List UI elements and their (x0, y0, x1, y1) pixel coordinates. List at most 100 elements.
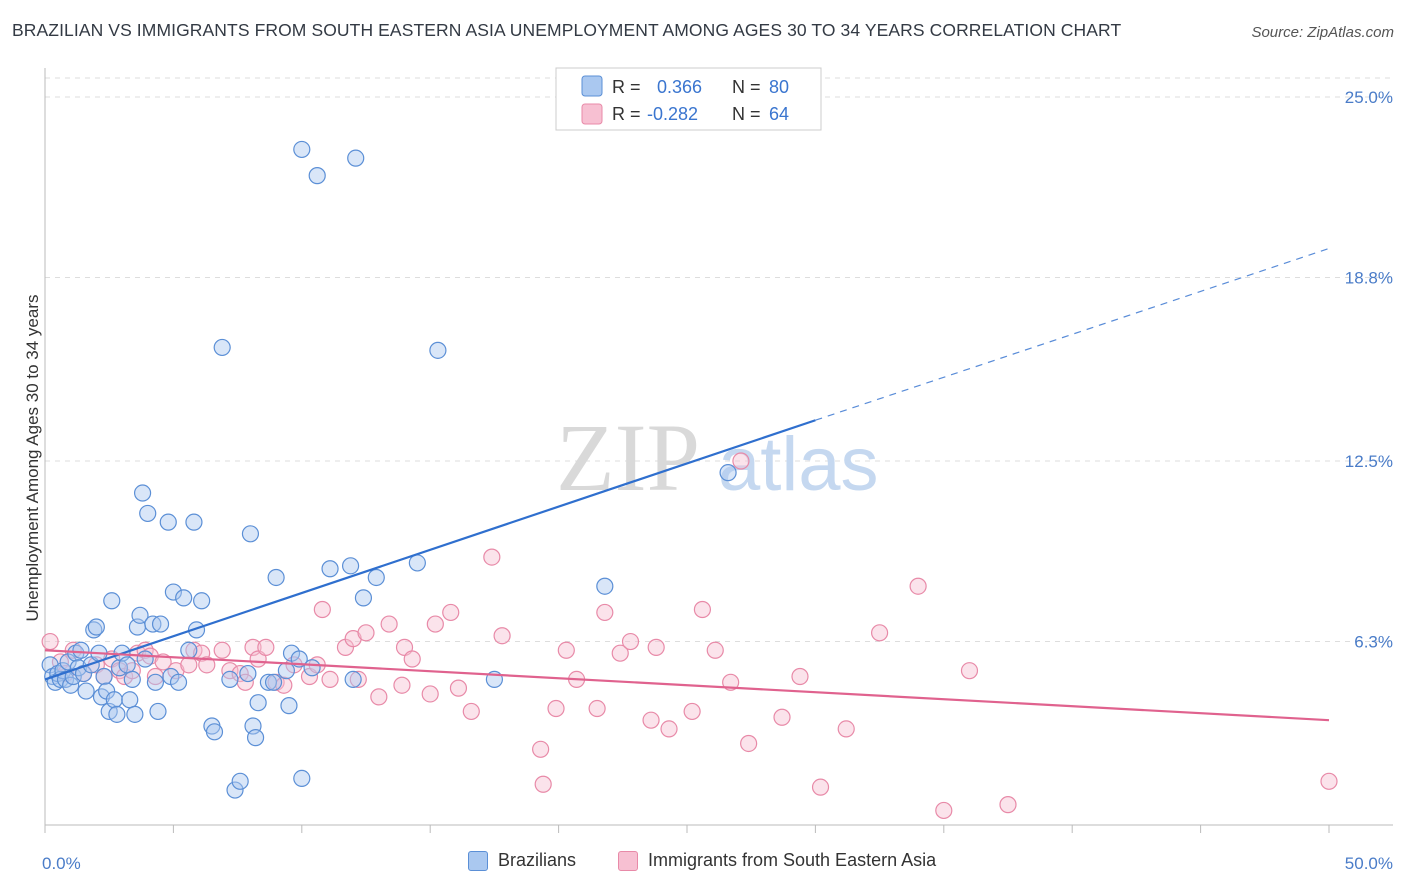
data-point-brazilians (146, 673, 165, 691)
x-tick-label: 50.0% (1345, 854, 1393, 873)
trend-line-immigrants (44, 649, 1330, 722)
data-point-brazilians (108, 705, 126, 723)
data-point-immigrants (596, 603, 614, 622)
data-point-brazilians (133, 484, 152, 502)
data-point-immigrants (811, 778, 830, 796)
data-point-brazilians (164, 583, 182, 601)
data-point-immigrants (870, 624, 889, 642)
chart-title: BRAZILIAN VS IMMIGRANTS FROM SOUTH EASTE… (12, 20, 1122, 40)
legend-swatch-immigrants (581, 103, 603, 125)
legend-label-brazilians: Brazilians (498, 850, 577, 870)
data-point-brazilians (221, 670, 239, 689)
data-point-immigrants (999, 796, 1017, 814)
watermark: ZIP atlas (556, 404, 879, 511)
trend-line-brazilians (44, 419, 816, 681)
data-point-immigrants (547, 699, 565, 718)
data-point-brazilians (231, 772, 249, 790)
data-point-brazilians (246, 729, 265, 747)
data-point-immigrants (213, 641, 231, 659)
data-point-brazilians (341, 557, 360, 575)
data-point-brazilians (293, 140, 311, 159)
axes (44, 68, 1393, 833)
data-point-immigrants (706, 641, 724, 659)
data-point-immigrants (773, 708, 791, 726)
data-point-immigrants (349, 670, 367, 689)
data-point-immigrants (380, 615, 398, 633)
data-point-brazilians (159, 513, 177, 531)
data-point-immigrants (1320, 772, 1338, 790)
trend-lines (44, 247, 1330, 722)
data-point-brazilians (354, 589, 373, 607)
watermark-atlas: atlas (718, 422, 879, 507)
data-point-brazilians (136, 650, 154, 668)
data-point-brazilians (118, 656, 136, 674)
data-point-immigrants (313, 600, 331, 619)
data-point-brazilians (131, 606, 149, 624)
data-point-immigrants (442, 603, 460, 622)
data-point-brazilians (85, 621, 103, 639)
data-point-immigrants (683, 702, 701, 721)
data-point-immigrants (660, 720, 678, 738)
series-brazilians-points (41, 140, 737, 799)
source-credit: Source: ZipAtlas.com (1251, 24, 1394, 41)
data-point-brazilians (205, 723, 224, 741)
series-legend: Brazilians Immigrants from South Eastern… (0, 850, 1406, 880)
data-point-brazilians (429, 341, 447, 359)
legend-item-immigrants: Immigrants from South Eastern Asia (618, 850, 936, 871)
data-point-brazilians (72, 641, 90, 659)
data-point-immigrants (449, 679, 468, 697)
data-point-brazilians (126, 705, 144, 723)
data-point-brazilians (280, 697, 298, 715)
data-point-brazilians (105, 691, 123, 709)
data-point-brazilians (293, 769, 311, 788)
data-point-immigrants (462, 702, 480, 721)
data-point-immigrants (221, 662, 239, 680)
y-tick-label: 12.5% (1345, 452, 1393, 471)
data-point-brazilians (213, 338, 231, 357)
legend-n-value: 64 (769, 104, 789, 124)
data-point-brazilians (347, 149, 365, 167)
data-point-immigrants (732, 452, 750, 470)
data-point-brazilians (187, 621, 206, 639)
y-tick-label: 25.0% (1345, 88, 1393, 107)
legend-n-label: N = (732, 77, 761, 97)
data-point-brazilians (241, 525, 260, 543)
data-point-immigrants (642, 711, 660, 729)
data-point-brazilians (87, 618, 105, 636)
data-point-brazilians (95, 667, 113, 686)
data-point-brazilians (193, 592, 211, 610)
data-point-immigrants (426, 615, 444, 633)
legend-swatch-brazilians (468, 850, 488, 871)
data-point-brazilians (321, 560, 339, 578)
data-point-immigrants (493, 627, 511, 645)
data-point-immigrants (960, 662, 979, 680)
data-point-immigrants (257, 638, 275, 656)
data-point-brazilians (151, 615, 170, 633)
data-point-immigrants (693, 600, 712, 619)
data-point-immigrants (621, 632, 640, 651)
data-point-brazilians (277, 662, 295, 680)
data-point-immigrants (532, 740, 550, 758)
data-point-brazilians (264, 673, 283, 691)
data-point-brazilians (267, 568, 285, 587)
data-point-brazilians (103, 592, 121, 610)
data-point-immigrants (370, 688, 388, 706)
data-point-brazilians (175, 589, 193, 607)
x-tick-labels: 0.0% 50.0% (42, 854, 1393, 873)
data-point-immigrants (357, 624, 375, 642)
data-point-immigrants (557, 641, 575, 659)
data-point-brazilians (408, 554, 426, 572)
data-point-brazilians (185, 513, 203, 531)
data-point-immigrants (740, 734, 758, 753)
series-immigrants-points (41, 452, 1338, 820)
legend-item-brazilians: Brazilians (468, 850, 576, 871)
legend-swatch-brazilians (581, 75, 603, 97)
data-point-brazilians (123, 670, 141, 689)
legend-n-label: N = (732, 104, 761, 124)
watermark-zip: ZIP (556, 404, 700, 511)
data-point-brazilians (344, 670, 362, 689)
x-tick-label: 0.0% (42, 854, 81, 873)
legend-label-immigrants: Immigrants from South Eastern Asia (648, 850, 937, 870)
data-point-brazilians (303, 659, 321, 677)
